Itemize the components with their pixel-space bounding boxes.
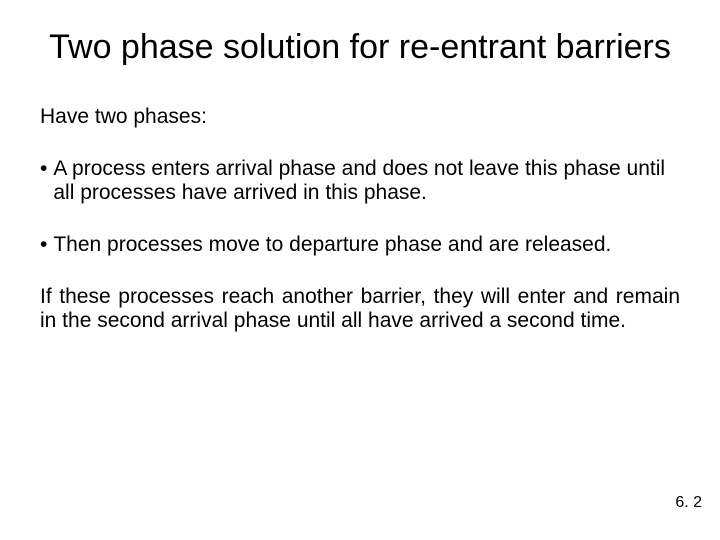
bullet-marker: • xyxy=(40,157,47,205)
bullet-item: • Then processes move to departure phase… xyxy=(40,233,680,257)
slide: Two phase solution for re-entrant barrie… xyxy=(0,0,720,540)
slide-title: Two phase solution for re-entrant barrie… xyxy=(40,28,680,67)
bullet-marker: • xyxy=(40,233,47,257)
bullet-item: • A process enters arrival phase and doe… xyxy=(40,157,680,205)
bullet-text: A process enters arrival phase and does … xyxy=(53,157,680,205)
intro-text: Have two phases: xyxy=(40,105,680,129)
bullet-text: Then processes move to departure phase a… xyxy=(53,233,611,257)
page-number: 6. 2 xyxy=(675,494,702,512)
closing-text: If these processes reach another barrier… xyxy=(40,285,680,333)
